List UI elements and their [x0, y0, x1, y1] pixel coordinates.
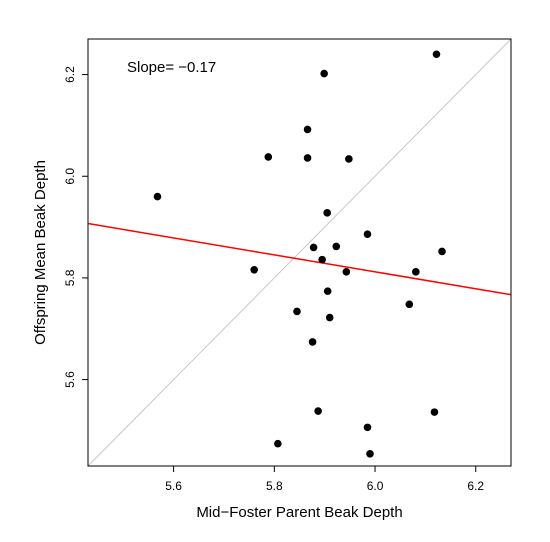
data-point [430, 408, 439, 416]
data-point [412, 268, 420, 276]
data-point [363, 230, 372, 238]
y-tick-label: 5.6 [63, 371, 77, 388]
identity-line [88, 39, 511, 466]
data-point [320, 69, 328, 78]
x-axis-label: Mid−Foster Parent Beak Depth [196, 504, 402, 521]
data-point [293, 307, 301, 316]
data-point [323, 287, 332, 295]
data-point [323, 209, 331, 217]
y-tick-label: 6.0 [63, 168, 77, 185]
y-tick-label: 5.8 [63, 269, 77, 286]
data-point [366, 450, 374, 458]
data-point [264, 153, 273, 161]
y-tick-label: 6.2 [63, 66, 77, 83]
data-point [309, 243, 318, 252]
data-point [432, 50, 441, 59]
x-tick-label: 5.6 [165, 479, 182, 493]
y-axis-label: Offspring Mean Beak Depth [32, 160, 49, 345]
data-point [250, 265, 258, 274]
x-tick-label: 6.0 [367, 479, 384, 493]
data-point [438, 247, 446, 256]
data-point [318, 255, 326, 264]
data-point [314, 407, 322, 415]
data-point [308, 338, 317, 346]
data-point [363, 423, 372, 432]
regression-line [88, 222, 511, 296]
data-point [405, 300, 414, 309]
data-point [342, 268, 351, 276]
data-point [153, 192, 162, 201]
data-point [345, 155, 353, 163]
slope-annotation: Slope= −0.17 [127, 59, 216, 76]
plot-frame [87, 38, 512, 467]
x-tick-label: 6.2 [467, 479, 484, 493]
data-point [332, 242, 341, 251]
data-point [303, 154, 312, 162]
x-tick-label: 5.8 [266, 479, 283, 493]
data-point [274, 439, 282, 448]
data-point [325, 313, 334, 322]
data-point [303, 125, 312, 134]
